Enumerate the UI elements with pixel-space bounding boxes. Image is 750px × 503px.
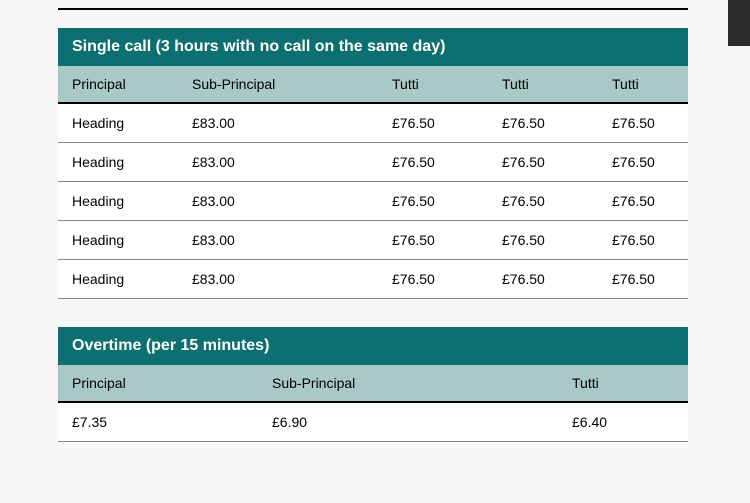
cell: £76.50: [488, 221, 598, 260]
col-header: Tutti: [558, 365, 688, 402]
table-row: £7.35 £6.90 £6.40: [58, 402, 688, 442]
cell: £6.40: [558, 402, 688, 442]
cell: £83.00: [178, 182, 378, 221]
cell: Heading: [58, 260, 178, 299]
table-head-row: Principal Sub-Principal Tutti: [58, 365, 688, 402]
cell: £76.50: [378, 143, 488, 182]
table-row: Heading £83.00 £76.50 £76.50 £76.50: [58, 143, 688, 182]
cell: £6.90: [258, 402, 558, 442]
col-header: Sub-Principal: [258, 365, 558, 402]
table-row: Heading £83.00 £76.50 £76.50 £76.50: [58, 182, 688, 221]
col-header: Tutti: [598, 66, 688, 103]
col-header: Principal: [58, 66, 178, 103]
cell: £83.00: [178, 143, 378, 182]
col-header: Principal: [58, 365, 258, 402]
cell: Heading: [58, 221, 178, 260]
table-head-row: Principal Sub-Principal Tutti Tutti Tutt…: [58, 66, 688, 103]
cell: £76.50: [598, 103, 688, 143]
cell: £7.35: [58, 402, 258, 442]
cell: £76.50: [378, 221, 488, 260]
page-content: Single call (3 hours with no call on the…: [0, 0, 750, 490]
col-header: Tutti: [488, 66, 598, 103]
table-title-row: Single call (3 hours with no call on the…: [58, 28, 688, 66]
cell: £76.50: [488, 143, 598, 182]
cell: £76.50: [488, 103, 598, 143]
cell: £76.50: [598, 143, 688, 182]
table-title: Single call (3 hours with no call on the…: [58, 28, 688, 66]
cell: Heading: [58, 143, 178, 182]
cell: £76.50: [598, 221, 688, 260]
sidebar-stub: [728, 0, 750, 46]
cell: Heading: [58, 182, 178, 221]
table-row: Heading £83.00 £76.50 £76.50 £76.50: [58, 260, 688, 299]
table-row: Heading £83.00 £76.50 £76.50 £76.50: [58, 221, 688, 260]
cell: £76.50: [488, 260, 598, 299]
top-rule: [58, 8, 688, 10]
col-header: Tutti: [378, 66, 488, 103]
cell: £76.50: [378, 260, 488, 299]
cell: £83.00: [178, 103, 378, 143]
cell: £76.50: [598, 182, 688, 221]
table-title-row: Overtime (per 15 minutes): [58, 327, 688, 365]
cell: £83.00: [178, 260, 378, 299]
cell: £76.50: [488, 182, 598, 221]
col-header: Sub-Principal: [178, 66, 378, 103]
cell: £83.00: [178, 221, 378, 260]
single-call-table: Single call (3 hours with no call on the…: [58, 28, 688, 299]
cell: £76.50: [598, 260, 688, 299]
cell: £76.50: [378, 103, 488, 143]
overtime-table: Overtime (per 15 minutes) Principal Sub-…: [58, 327, 688, 442]
table-title: Overtime (per 15 minutes): [58, 327, 688, 365]
cell: Heading: [58, 103, 178, 143]
table-row: Heading £83.00 £76.50 £76.50 £76.50: [58, 103, 688, 143]
cell: £76.50: [378, 182, 488, 221]
